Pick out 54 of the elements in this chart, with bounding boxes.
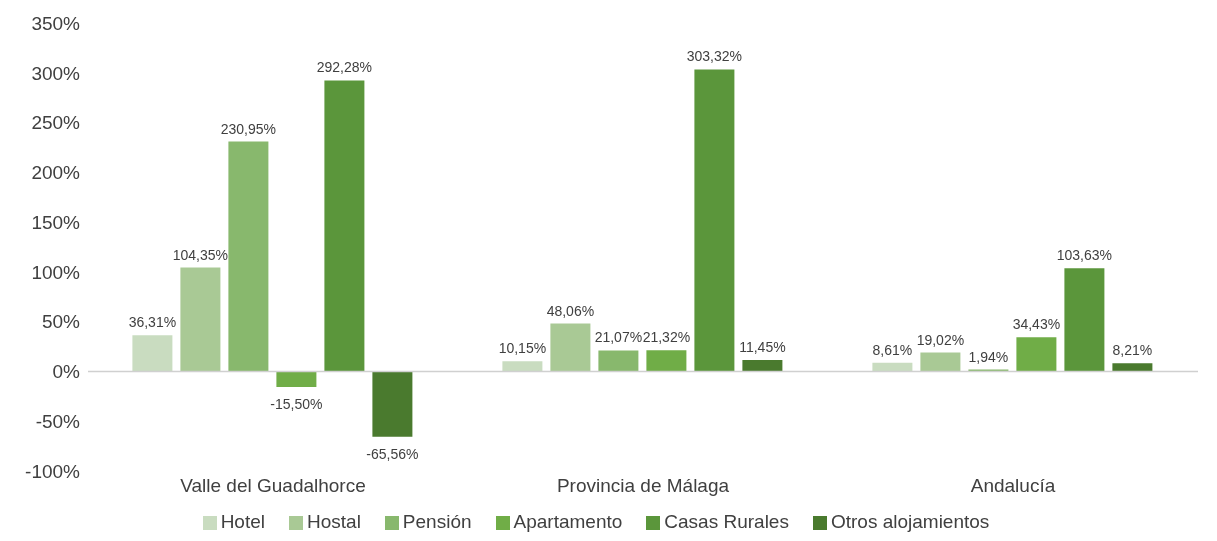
y-tick-label: 0% xyxy=(52,361,81,383)
bar xyxy=(1112,363,1153,372)
y-tick-label: 250% xyxy=(31,112,81,134)
legend-label: Pensión xyxy=(402,511,472,532)
data-label: 21,32% xyxy=(642,329,691,346)
data-label: 303,32% xyxy=(686,48,743,65)
legend-label: Hotel xyxy=(220,511,265,532)
data-label: 11,45% xyxy=(739,339,786,356)
bar xyxy=(132,335,173,372)
y-tick-label: -100% xyxy=(25,460,81,482)
data-label: 230,95% xyxy=(220,120,277,137)
bar xyxy=(502,361,543,372)
data-label: 103,63% xyxy=(1056,247,1113,264)
bar xyxy=(742,360,783,372)
bar xyxy=(646,350,687,372)
data-label: 1,94% xyxy=(968,348,1009,365)
bar xyxy=(920,352,961,372)
bar xyxy=(1016,337,1057,372)
x-tick-label: Valle del Guadalhorce xyxy=(180,475,366,497)
data-label: 8,21% xyxy=(1112,342,1153,359)
y-tick-label: 150% xyxy=(31,211,81,233)
bar xyxy=(872,362,913,372)
y-tick-label: 350% xyxy=(31,12,81,34)
legend-label: Hostal xyxy=(307,511,361,532)
data-label: 36,31% xyxy=(128,314,177,331)
y-tick-label: -50% xyxy=(35,410,81,432)
bar xyxy=(324,80,365,372)
bar xyxy=(180,267,221,372)
bar xyxy=(1064,268,1105,372)
data-label: 10,15% xyxy=(498,340,547,357)
data-label: -65,56% xyxy=(366,445,419,462)
bar xyxy=(228,141,269,372)
data-label: 19,02% xyxy=(916,331,965,348)
y-tick-label: 200% xyxy=(31,162,81,184)
data-label: 8,61% xyxy=(872,341,913,358)
bar xyxy=(550,323,591,372)
bar xyxy=(372,371,413,437)
y-tick-label: 100% xyxy=(31,261,81,283)
y-tick-label: 300% xyxy=(31,62,81,84)
data-label: 104,35% xyxy=(172,246,229,263)
bar xyxy=(598,350,639,372)
y-tick-label: 50% xyxy=(41,311,81,333)
legend-label: Apartamento xyxy=(513,511,623,532)
data-label: 48,06% xyxy=(546,302,595,319)
data-label: -15,50% xyxy=(270,395,323,412)
bar xyxy=(694,69,735,372)
bar xyxy=(276,371,317,387)
legend-label: Otros alojamientos xyxy=(830,511,990,532)
x-tick-label: Provincia de Málaga xyxy=(556,475,730,497)
data-label: 34,43% xyxy=(1012,316,1061,333)
x-tick-label: Andalucía xyxy=(970,475,1056,497)
legend-label: Casas Rurales xyxy=(664,511,789,532)
data-label: 21,07% xyxy=(594,329,643,346)
data-label: 292,28% xyxy=(316,59,373,76)
